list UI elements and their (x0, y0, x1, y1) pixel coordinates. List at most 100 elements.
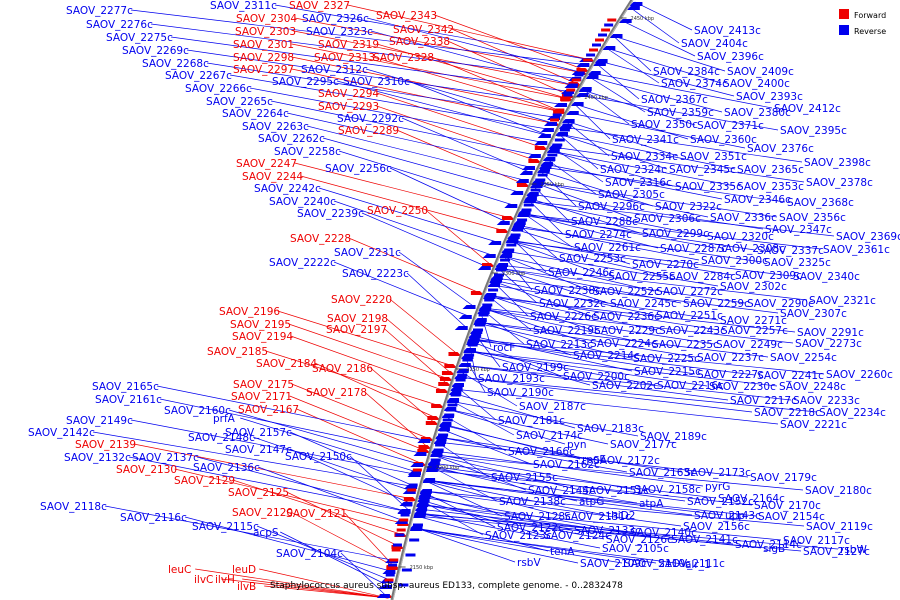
forward-gene-label-saov-2342: SAOV_2342 (393, 24, 454, 36)
connector-line (514, 228, 631, 265)
connector-line (417, 512, 601, 549)
gene-feature (441, 423, 452, 427)
connector-line (419, 503, 605, 540)
gene-feature (397, 509, 411, 513)
reverse-gene-label-saov-2227c: SAOV_2227c (697, 369, 764, 381)
reverse-gene-label-saov-2242c: SAOV_2242c (254, 183, 321, 195)
reverse-gene-label-saov-2326c: SAOV_2326c (302, 13, 369, 25)
connector-line (535, 181, 709, 218)
connector-line (486, 294, 532, 331)
gene-feature (523, 203, 534, 207)
connector-line (550, 150, 736, 187)
connector-line (521, 212, 717, 249)
reverse-gene-label-saov-2268c: SAOV_2268c (142, 58, 209, 70)
gene-feature (388, 563, 398, 567)
gene-feature (586, 53, 596, 57)
kbp-tick-label: 2400 kbp (584, 95, 608, 101)
gene-feature (565, 111, 579, 115)
reverse-gene-label-saov-2288c: SAOV_2288c (571, 216, 638, 228)
reverse-gene-label-saov-2246c: SAOV_2246c (548, 267, 615, 279)
connector-line (490, 284, 719, 321)
reverse-gene-label-saov-2398c: SAOV_2398c (804, 157, 871, 169)
gene-feature (555, 108, 565, 112)
gene-feature (400, 513, 410, 517)
reverse-gene-label-saov-2359c: SAOV_2359c (647, 107, 714, 119)
reverse-gene-label-saov-2141c: SAOV_2141c (671, 534, 738, 546)
reverse-gene-label-saov-2371c: SAOV_2371c (697, 120, 764, 132)
reverse-gene-label-saov-2222c: SAOV_2222c (269, 257, 336, 269)
gene-feature (396, 528, 406, 532)
connector-line (486, 296, 796, 333)
connector-line (228, 409, 423, 466)
reverse-gene-label-atpa: atpA (639, 498, 664, 510)
reverse-gene-label-saov-2142c: SAOV_2142c (28, 427, 95, 439)
connector-line (434, 14, 586, 71)
connector-line (150, 23, 581, 80)
reverse-gene-label-saov-2122c: SAOV_2122c (497, 522, 564, 534)
gene-feature (462, 305, 476, 309)
connector-line (515, 224, 700, 261)
reverse-gene-label-acps: acpS (253, 527, 279, 539)
gene-feature (435, 443, 446, 447)
gene-feature (449, 398, 460, 402)
reverse-gene-label-saov-2400c: SAOV_2400c (723, 78, 790, 90)
reverse-gene-label-saov-2258c: SAOV_2258c (274, 146, 341, 158)
reverse-gene-label-saov-2412c: SAOV_2412c (774, 103, 841, 115)
legend-reverse-swatch (839, 25, 849, 35)
connector-line (406, 272, 467, 329)
forward-gene-label-saov-2294: SAOV_2294 (318, 88, 379, 100)
gene-feature (445, 408, 456, 412)
gene-feature (439, 428, 450, 432)
connector-line (487, 294, 720, 331)
gene-feature (501, 216, 515, 220)
reverse-gene-label-saov-2124c: SAOV_2124c (544, 530, 611, 542)
reverse-gene-label-saov-2265c: SAOV_2265c (206, 96, 273, 108)
reverse-gene-label-saov-2126c: SAOV_2126c (606, 534, 673, 546)
reverse-gene-label-saov-2233c: SAOV_2233c (793, 395, 860, 407)
gene-feature (413, 452, 427, 456)
kbp-tick-label: 2300 kbp (502, 271, 526, 277)
gene-labels: SAOV_2304SAOV_2327SAOV_2343SAOV_2342SAOV… (28, 0, 900, 593)
connector-line (290, 335, 446, 392)
gene-feature (488, 241, 502, 245)
gene-feature (444, 413, 455, 417)
reverse-gene-label-saov-2287c: SAOV_2287c (660, 243, 727, 255)
connector-line (425, 480, 757, 517)
forward-gene-label-saov-2186: SAOV_2186 (312, 363, 373, 375)
connector-line (422, 490, 682, 527)
connector-line (428, 469, 753, 506)
reverse-gene-label-saov-2239c: SAOV_2239c (297, 208, 364, 220)
forward-gene-label-saov-2120: SAOV_2120 (232, 507, 293, 519)
reverse-gene-label-saov-2127c: SAOV_2127c (803, 546, 870, 558)
connector-line (333, 200, 495, 257)
forward-gene-label-saov-2175: SAOV_2175 (233, 379, 294, 391)
gene-feature (496, 268, 507, 272)
reverse-gene-label-saov-2193c: SAOV_2193c (478, 373, 545, 385)
connector-line (521, 211, 573, 248)
connector-line (413, 527, 579, 564)
connector-line (449, 399, 515, 436)
connector-line (447, 408, 609, 445)
forward-gene-label-saov-2343: SAOV_2343 (376, 10, 437, 22)
reverse-gene-label-saov-2263c: SAOV_2263c (242, 121, 309, 133)
legend-forward-swatch (839, 9, 849, 19)
connector-line (476, 321, 769, 358)
reverse-gene-label-saov-2307c: SAOV_2307c (780, 308, 847, 320)
reverse-gene-label-saov-2219c: SAOV_2219c (533, 325, 600, 337)
reverse-gene-label-saov-2255c: SAOV_2255c (608, 271, 675, 283)
reverse-gene-label-saov-2266c: SAOV_2266c (185, 83, 252, 95)
kbp-tick-label: 2200 kbp (436, 465, 460, 471)
gene-feature (519, 171, 533, 175)
forward-gene-label-saov-2171: SAOV_2171 (231, 391, 292, 403)
reverse-gene-label-saov-2154c: SAOV_2154c (758, 511, 825, 523)
gene-feature (427, 416, 441, 420)
reverse-gene-label-saov-2309c: SAOV_2309c (735, 270, 802, 282)
connector-line (318, 187, 501, 244)
reverse-gene-label-saov-2264c: SAOV_2264c (222, 108, 289, 120)
gene-feature (470, 291, 484, 295)
reverse-gene-label-saov-2323c: SAOV_2323c (306, 26, 373, 38)
gene-feature (607, 18, 617, 22)
gene-feature (629, 2, 643, 6)
reverse-gene-label-tena: tenA (550, 546, 575, 558)
reverse-gene-label-saov-2181c: SAOV_2181c (498, 415, 565, 427)
